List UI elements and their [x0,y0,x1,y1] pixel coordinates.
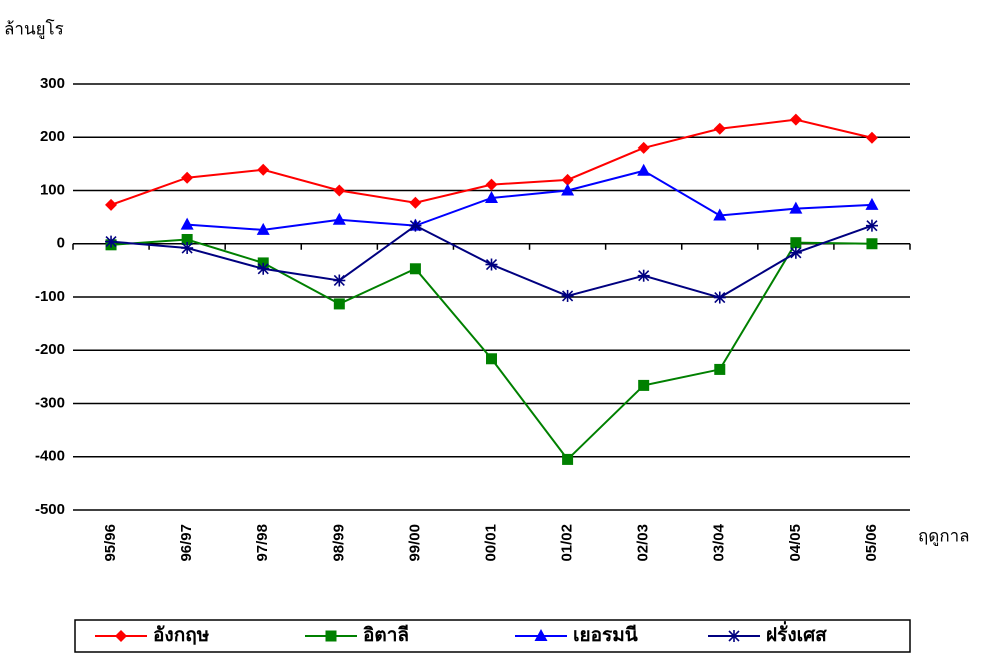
series-line [187,171,872,230]
marker [866,238,877,249]
y-tick-label: 300 [40,75,65,92]
marker [714,364,725,375]
marker [486,259,498,271]
marker [334,298,345,309]
marker [409,197,421,209]
x-tick-label: 03/04 [711,523,728,561]
x-tick-label: 95/96 [102,524,119,562]
marker [410,263,421,274]
marker [637,164,650,176]
y-tick-label: -300 [35,394,65,411]
marker [257,164,269,176]
marker [181,218,194,230]
marker [562,290,574,302]
marker [638,270,650,282]
marker [333,185,345,197]
y-tick-label: -500 [35,501,65,518]
series-line [111,239,872,459]
y-tick-label: -200 [35,341,65,358]
x-tick-label: 05/06 [863,524,880,562]
y-tick-label: 0 [57,235,65,252]
marker [333,274,345,286]
marker [181,172,193,184]
x-tick-label: 98/99 [330,524,347,562]
marker [638,142,650,154]
x-tick-label: 01/02 [559,524,576,562]
marker [638,380,649,391]
legend-label: ฝรั่งเศส [766,621,827,646]
marker [105,199,117,211]
marker [562,454,573,465]
chart: ล้านยูโร ฤดูกาล -500 -400 -300 -200 -100 0 100… [0,0,994,653]
x-tick-label: 04/05 [787,524,804,562]
marker [257,263,269,275]
legend-label: อังกฤษ [153,625,210,646]
marker [866,132,878,144]
y-tick-label: -100 [35,288,65,305]
marker [790,114,802,126]
x-tick-label: 96/97 [178,524,195,562]
legend-label: อิตาลี [363,624,409,646]
marker [865,198,878,210]
marker [486,179,498,191]
marker [790,237,801,248]
marker [728,630,740,642]
marker [333,213,346,225]
marker [409,220,421,232]
marker [790,247,802,259]
y-tick-label: -400 [35,448,65,465]
x-tick-label: 97/98 [254,524,271,562]
y-tick-label: 200 [40,128,65,145]
x-tick-label: 02/03 [635,524,652,562]
y-tick-label: 100 [40,181,65,198]
x-tick-label: 99/00 [406,524,423,562]
marker [105,236,117,248]
marker [181,242,193,254]
x-tick-label: 00/01 [482,524,499,562]
marker [486,353,497,364]
legend-label: เยอรมนี [573,624,638,646]
marker [866,220,878,232]
y-axis-label: ล้านยูโร [4,19,64,40]
marker [326,631,337,642]
x-axis-label: ฤดูกาล [918,527,970,547]
marker [714,292,726,304]
marker [714,123,726,135]
